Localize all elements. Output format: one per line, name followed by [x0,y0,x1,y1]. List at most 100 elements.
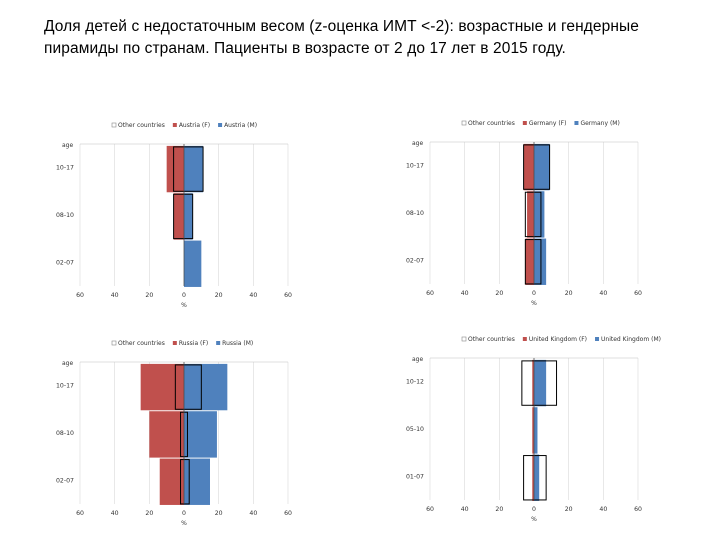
bar-male [534,143,550,191]
bar-other-countries [173,146,204,192]
bar-female [166,145,184,193]
bar-other-countries [180,459,190,505]
x-tick-label: 40 [461,506,469,513]
x-tick-label: 60 [284,292,292,299]
bar-other-countries [523,144,551,190]
bar-male [534,191,545,238]
x-axis-title: % [531,516,537,523]
legend-swatch-2 [574,121,579,125]
x-tick-label: 40 [249,292,257,299]
x-tick-label: 60 [284,510,292,517]
legend-swatch-1 [522,337,527,341]
x-tick-label: 40 [599,290,607,297]
x-tick-label: 40 [249,510,257,517]
bar-female [532,454,534,501]
y-tick-label: 08-10 [56,430,74,437]
bar-female [149,411,184,458]
legend-label: Other countries [468,120,515,127]
x-axis-title: % [531,300,537,307]
y-tick-label: 02-07 [56,259,74,266]
x-tick-label: 0 [532,290,536,297]
bar-male [184,458,210,505]
legend-swatch-other [461,120,467,126]
x-tick-label: 0 [182,292,186,299]
x-tick-label: 20 [565,290,573,297]
bar-male [184,240,202,287]
y-tick-label: 01-07 [406,473,424,480]
x-tick-label: 60 [76,510,84,517]
x-tick-label: 0 [182,510,186,517]
legend-label: Russia (F) [179,340,208,347]
bar-male [534,238,547,285]
y-axis-title: age [412,356,423,363]
x-tick-label: 40 [111,510,119,517]
x-tick-label: 60 [76,292,84,299]
bar-female [532,407,534,454]
x-tick-label: 20 [495,290,503,297]
bar-other-countries [173,193,194,240]
x-tick-label: 40 [461,290,469,297]
y-tick-label: 02-07 [56,477,74,484]
bar-other-countries [524,239,542,285]
x-tick-label: 20 [495,506,503,513]
bar-male [184,193,193,240]
y-tick-label: 10-17 [56,165,74,172]
y-tick-label: 10-17 [56,383,74,390]
x-tick-label: 20 [215,292,223,299]
bar-male [184,145,204,193]
legend-swatch-1 [522,121,527,125]
x-axis-title: % [181,520,187,527]
legend-swatch-1 [172,123,177,127]
y-axis-title: age [62,142,73,149]
y-tick-label: 08-10 [56,212,74,219]
y-tick-label: 02-07 [406,257,424,264]
x-tick-label: 60 [634,506,642,513]
pyramid-chart-united-kingdom: Other countries United Kingdom (F) United … [402,332,662,532]
x-axis-title: % [181,302,187,309]
legend-label: Austria (F) [179,122,210,129]
x-tick-label: 0 [532,506,536,513]
legend-label: Austria (M) [224,122,257,129]
y-tick-label: 10-17 [406,163,424,170]
y-axis-title: age [62,360,73,367]
legend-swatch-other [111,122,117,128]
legend-swatch-2 [218,123,223,127]
y-tick-label: 08-10 [406,210,424,217]
x-tick-label: 60 [426,506,434,513]
y-axis-title: age [412,140,423,147]
x-tick-label: 40 [599,506,607,513]
legend-label: Other countries [118,122,165,129]
bar-female [532,359,534,407]
bar-other-countries [521,360,558,406]
bar-female [140,363,184,411]
pyramid-chart-austria: Other countries Austria (F) Austria (M) age… [52,118,312,318]
legend-swatch-other [461,336,467,342]
bar-male [534,359,547,407]
legend-label: United Kingdom (M) [601,336,661,343]
bar-female [527,191,534,238]
legend-label: Other countries [118,340,165,347]
legend-swatch-other [111,340,117,346]
y-tick-label: 05-10 [406,426,424,433]
pyramid-chart-russia: Other countries Russia (F) Russia (M) age 10… [52,336,312,536]
x-tick-label: 20 [145,292,153,299]
legend-swatch-1 [172,341,177,345]
bar-male [534,407,538,454]
legend-label: United Kingdom (F) [529,336,587,343]
bar-other-countries [174,364,202,410]
x-tick-label: 20 [565,506,573,513]
legend-swatch-2 [595,337,600,341]
bar-other-countries [523,455,547,501]
x-tick-label: 60 [634,290,642,297]
legend-label: Other countries [468,336,515,343]
legend-label: Germany (M) [580,120,619,127]
x-tick-label: 40 [111,292,119,299]
x-tick-label: 20 [145,510,153,517]
bar-male [534,454,540,501]
x-tick-label: 60 [426,290,434,297]
bar-other-countries [524,191,542,238]
bar-female [525,238,534,285]
y-tick-label: 10-12 [406,379,424,386]
bar-male [184,411,217,458]
pyramid-chart-germany: Other countries Germany (F) Germany (M) age… [402,116,662,316]
